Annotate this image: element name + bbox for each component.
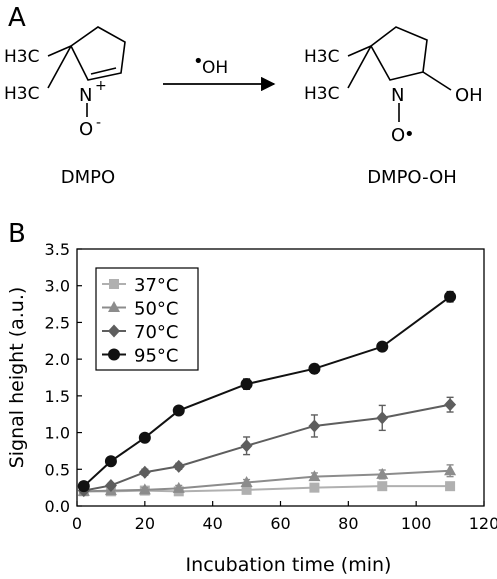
legend-label: 70°C: [134, 322, 178, 343]
data-point: [377, 481, 388, 492]
y-tick-label: 0.0: [45, 497, 70, 516]
data-point: [444, 398, 457, 412]
x-tick-label: 0: [72, 514, 82, 533]
dmpo-oh-name: DMPO-OH: [367, 167, 457, 188]
series-line: [83, 295, 451, 487]
series-2: [77, 396, 457, 498]
legend-label: 37°C: [134, 275, 178, 296]
x-tick-label: 20: [135, 514, 155, 533]
series-3: [77, 290, 457, 493]
legend-entry: 95°C: [102, 346, 178, 367]
y-tick-label: 2.5: [45, 313, 70, 332]
dmpo-oh-methyl-2: H3C: [304, 84, 339, 104]
legend-label: 50°C: [134, 299, 178, 320]
series-line: [83, 403, 451, 492]
dmpo-oh-structure: H3C H3C N OH O •: [304, 26, 483, 146]
dmpo-charge-minus: -: [96, 115, 101, 131]
panel-a-label: A: [8, 3, 26, 33]
legend-entry: 70°C: [102, 322, 178, 343]
data-point: [240, 439, 253, 453]
dmpo-oh-hydroxyl: OH: [455, 85, 483, 106]
dmpo-oh-methyl-1: H3C: [304, 47, 339, 67]
data-point: [445, 481, 456, 492]
y-tick-label: 0.5: [45, 460, 70, 479]
y-tick-label: 3.0: [45, 277, 70, 296]
dmpo-oh-nitrogen: N: [391, 85, 404, 106]
y-axis-label: Signal height (a.u.): [6, 287, 28, 469]
data-point: [376, 340, 389, 353]
legend-marker: [108, 301, 120, 312]
data-point: [138, 465, 151, 479]
legend-marker: [108, 348, 120, 361]
data-point: [444, 464, 457, 476]
data-point: [172, 404, 185, 417]
series-1: [77, 464, 457, 496]
dmpo-structure: H3C H3C N + O -: [4, 26, 126, 140]
y-tick-label: 1.5: [45, 387, 70, 406]
dmpo-name: DMPO: [61, 167, 115, 188]
y-tick-label: 2.0: [45, 350, 70, 369]
series-line: [83, 469, 451, 493]
dmpo-oh-radical-dot: •: [404, 124, 415, 145]
data-point: [376, 411, 389, 425]
data-point: [172, 459, 185, 473]
x-tick-label: 40: [202, 514, 222, 533]
hydroxyl-radical-dot: •: [193, 51, 204, 72]
series-0: [78, 481, 456, 497]
legend-marker: [108, 324, 120, 338]
legend-entry: 37°C: [102, 275, 178, 296]
dmpo-methyl-2: H3C: [4, 84, 39, 104]
signal-height-chart: 0.0 0.5 1.0 1.5 2.0 2.5 3.0 3.5 0 20 40 60 80 100 120…: [6, 240, 497, 576]
x-tick-label: 100: [401, 514, 432, 533]
data-point: [240, 378, 253, 391]
data-point: [376, 467, 389, 479]
dmpo-oxygen: O: [79, 119, 93, 140]
dmpo-charge-plus: +: [95, 78, 107, 94]
data-point: [77, 480, 90, 493]
data-point: [172, 481, 185, 493]
dmpo-nitrogen: N: [79, 85, 92, 106]
data-point: [309, 482, 320, 493]
data-point: [308, 362, 321, 375]
x-tick-label: 120: [469, 514, 497, 533]
panel-b-label: B: [8, 219, 26, 249]
dmpo-methyl-1: H3C: [4, 47, 39, 67]
legend-entry: 50°C: [102, 299, 178, 320]
x-axis-label: Incubation time (min): [186, 554, 392, 576]
y-tick-label: 1.0: [45, 424, 70, 443]
data-point: [240, 476, 253, 488]
y-tick-label: 3.5: [45, 240, 70, 259]
data-point: [308, 470, 321, 482]
x-tick-label: 80: [338, 514, 358, 533]
data-point: [308, 419, 321, 433]
data-point: [104, 455, 117, 468]
dmpo-oh-oxygen: O: [391, 125, 405, 146]
legend-marker: [109, 279, 119, 289]
data-point: [241, 484, 252, 495]
data-point: [444, 290, 457, 303]
legend-label: 95°C: [134, 346, 178, 367]
hydroxyl-radical-label: OH: [202, 58, 228, 78]
data-point: [138, 483, 151, 495]
data-point: [138, 431, 151, 444]
data-point: [104, 478, 117, 492]
x-tick-label: 60: [270, 514, 290, 533]
